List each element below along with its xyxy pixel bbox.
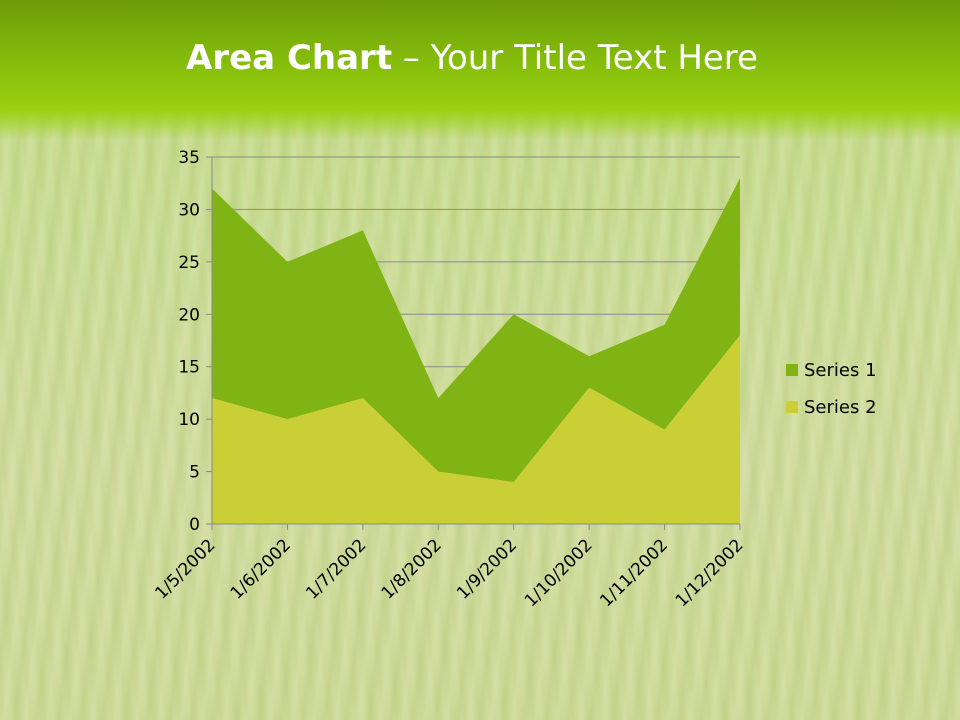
slide-title-rest: – Your Title Text Here bbox=[392, 38, 758, 78]
y-tick-label: 35 bbox=[178, 148, 200, 168]
x-tick-label: 1/10/2002 bbox=[521, 535, 597, 611]
x-tick-label: 1/7/2002 bbox=[302, 535, 370, 603]
legend: Series 1 Series 2 bbox=[786, 360, 877, 418]
y-tick-label: 25 bbox=[178, 253, 200, 273]
area-series bbox=[212, 177, 740, 524]
title-band bbox=[0, 0, 960, 140]
y-tick-label: 10 bbox=[178, 410, 200, 430]
x-tick-label: 1/11/2002 bbox=[596, 535, 672, 611]
series-2-area bbox=[212, 335, 740, 524]
slide-title-bold: Area Chart bbox=[186, 38, 393, 78]
x-tick-label: 1/8/2002 bbox=[378, 535, 446, 603]
y-tick-label: 5 bbox=[189, 463, 200, 483]
slide-title: Area Chart – Your Title Text Here bbox=[0, 38, 944, 78]
legend-item-series-2-label: Series 2 bbox=[804, 397, 877, 418]
y-tick-label: 0 bbox=[189, 515, 200, 535]
x-tick-label: 1/6/2002 bbox=[227, 535, 295, 603]
legend-item-series-1-label: Series 1 bbox=[804, 360, 877, 381]
y-axis-ticks: 0 5 10 15 20 25 30 35 bbox=[178, 148, 200, 535]
legend-item-series-2-swatch bbox=[786, 401, 798, 413]
legend-item-series-1-swatch bbox=[786, 364, 798, 376]
y-tick-label: 30 bbox=[178, 200, 200, 220]
y-tick-label: 20 bbox=[178, 305, 200, 325]
x-tick-label: 1/12/2002 bbox=[672, 535, 748, 611]
x-axis-ticks: 1/5/2002 1/6/2002 1/7/2002 1/8/2002 1/9/2002… bbox=[151, 535, 747, 611]
series-1-area bbox=[212, 177, 740, 483]
x-tick-label: 1/5/2002 bbox=[151, 535, 219, 603]
y-tick-label: 15 bbox=[178, 358, 200, 378]
axes bbox=[206, 156, 741, 530]
x-tick-label: 1/9/2002 bbox=[453, 535, 521, 603]
